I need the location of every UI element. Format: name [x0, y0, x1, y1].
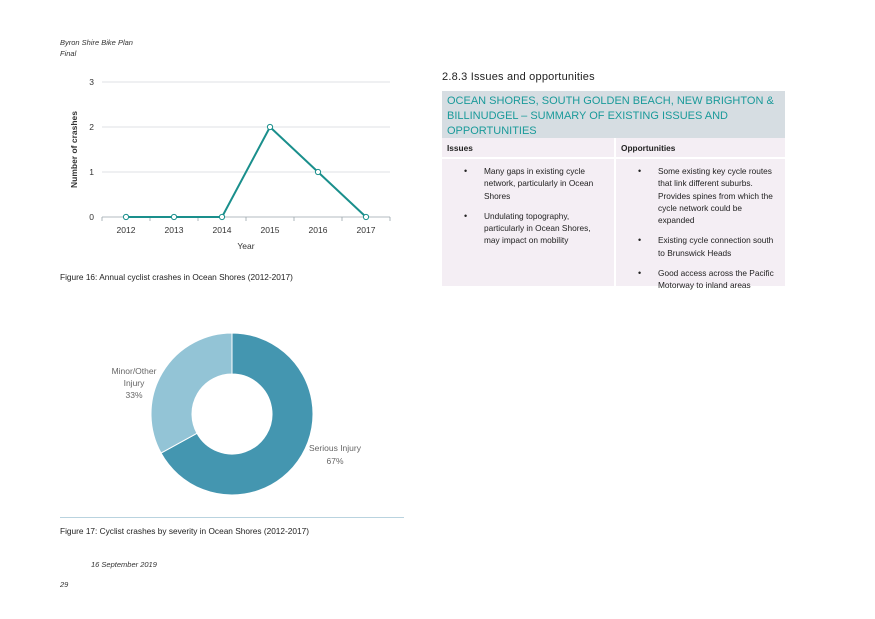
list-item: Undulating topography, particularly in O… [464, 210, 608, 247]
donut-slice [160, 332, 314, 496]
y-axis-label: Number of crashes [69, 111, 79, 188]
donut-slice [150, 332, 233, 454]
x-tick-label: 2014 [213, 225, 232, 235]
document-header: Byron Shire Bike Plan Final [60, 37, 133, 59]
slice-value-label: 33% [125, 390, 142, 400]
figure-divider [60, 517, 404, 518]
header-plan-title: Byron Shire Bike Plan [60, 38, 133, 47]
slice-label: Minor/Other [112, 366, 157, 376]
y-tick-label: 1 [89, 167, 94, 177]
table-heading: OCEAN SHORES, SOUTH GOLDEN BEACH, NEW BR… [442, 91, 785, 138]
series-line [126, 125, 367, 218]
header-status: Final [60, 49, 77, 58]
issues-opportunities-table: OCEAN SHORES, SOUTH GOLDEN BEACH, NEW BR… [442, 91, 785, 290]
list-item: Many gaps in existing cycle network, par… [464, 165, 608, 202]
data-point [266, 123, 274, 131]
x-tick-label: 2015 [261, 225, 280, 235]
opportunities-list: Some existing key cycle routes that link… [616, 159, 785, 306]
x-tick-label: 2013 [165, 225, 184, 235]
data-point [362, 213, 370, 221]
issues-header: Issues [442, 138, 614, 159]
slice-label: Injury [124, 378, 146, 388]
x-tick-label: 2017 [357, 225, 376, 235]
figure16-caption: Figure 16: Annual cyclist crashes in Oce… [60, 272, 293, 282]
section-title: 2.8.3 Issues and opportunities [442, 71, 595, 83]
issues-list: Many gaps in existing cycle network, par… [442, 159, 614, 261]
issues-column: Issues Many gaps in existing cycle netwo… [442, 138, 614, 286]
annual-crashes-line-chart: 0 1 2 3 2012 2013 2014 2015 2016 2017 Year Number o… [69, 77, 391, 251]
x-tick-label: 2012 [117, 225, 136, 235]
x-axis-label: Year [237, 241, 254, 251]
list-item: Good access across the Pacific Motorway … [638, 267, 779, 292]
opportunities-header: Opportunities [616, 138, 785, 159]
data-point [218, 213, 226, 221]
opportunities-column: Opportunities Some existing key cycle ro… [616, 138, 785, 290]
list-item: Some existing key cycle routes that link… [638, 165, 779, 226]
slice-label: Serious Injury [309, 443, 362, 453]
data-point [170, 213, 178, 221]
figure17-caption: Figure 17: Cyclist crashes by severity i… [60, 526, 310, 536]
x-tick-label: 2016 [309, 225, 328, 235]
footer-date: 16 September 2019 [91, 560, 157, 569]
list-item: Existing cycle connection south to Bruns… [638, 234, 779, 259]
y-tick-label: 2 [89, 122, 94, 132]
slice-value-label: 67% [326, 456, 343, 466]
data-point [314, 168, 322, 176]
y-tick-label: 3 [89, 77, 94, 87]
severity-donut-chart: Serious Injury 67% Minor/Other Injury 33% [112, 332, 362, 496]
y-tick-label: 0 [89, 212, 94, 222]
page-number: 29 [60, 580, 69, 589]
data-point [122, 213, 130, 221]
